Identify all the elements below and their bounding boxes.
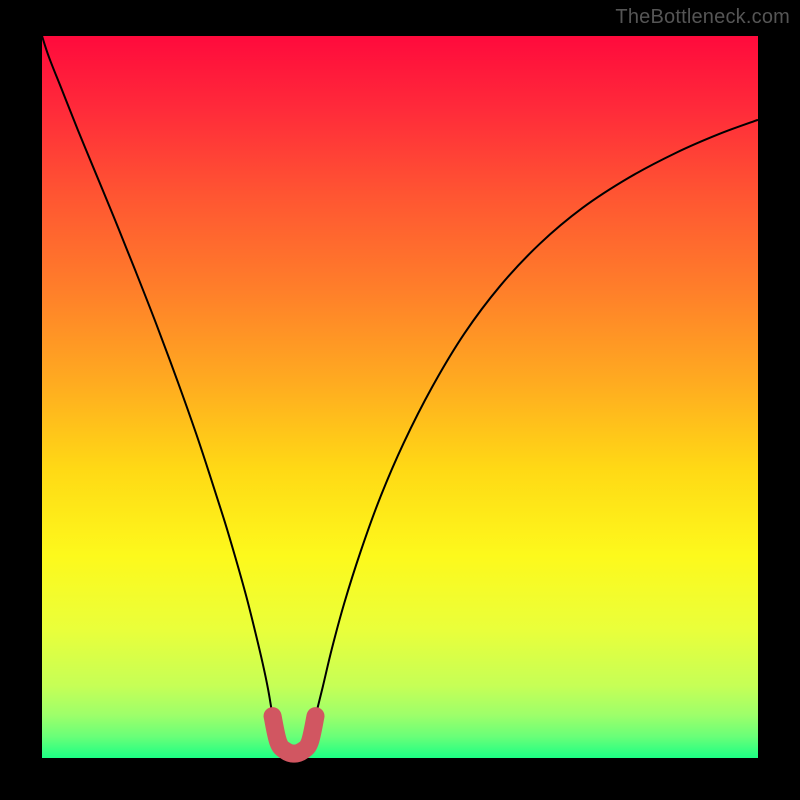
watermark-text: TheBottleneck.com [615,6,790,29]
bottleneck-chart [0,0,800,800]
plot-background [42,36,758,758]
chart-container: TheBottleneck.com [0,0,800,800]
